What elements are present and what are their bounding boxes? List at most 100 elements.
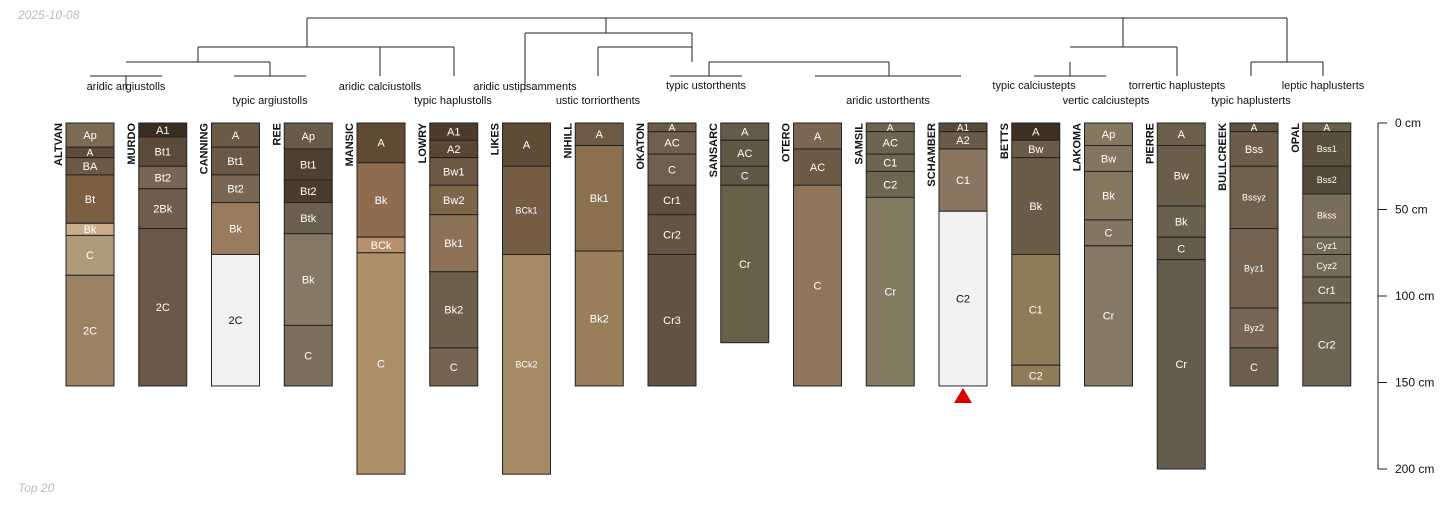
taxonomy-label: vertic calciustepts (1063, 95, 1150, 107)
horizon-label: Bss1 (1317, 144, 1337, 154)
soil-profile-mansic: A Bk BCk C MANSIC (344, 122, 406, 475)
horizon-label: A (523, 139, 531, 151)
horizon-label: Cyz1 (1316, 241, 1337, 251)
horizon-label: Bk (229, 223, 242, 235)
horizon-label: C (450, 362, 458, 374)
soil-profile-altvan: Ap A BA Bt Bk C 2C ALTVAN (53, 122, 115, 387)
horizon-label: A (1251, 123, 1258, 134)
horizon-label: C2 (956, 293, 970, 305)
axis-tick-label: 200 cm (1395, 462, 1434, 476)
horizon-rect (429, 347, 479, 387)
horizon-label: Bkss (1317, 211, 1337, 221)
horizon-rect (211, 253, 260, 387)
footer-note: Top 20 (18, 481, 55, 495)
horizon-label: Bk (1029, 201, 1042, 213)
horizon-rect (283, 324, 333, 387)
profile-name-label: BETTS (999, 123, 1011, 159)
horizon-label: Bk (302, 274, 315, 286)
horizon-rect (793, 122, 842, 150)
horizon-label: C (1105, 228, 1113, 240)
horizon-rect (138, 188, 188, 230)
horizon-label: Bt1 (227, 156, 244, 168)
profile-name-label: LIKES (490, 123, 502, 155)
soil-profile-ree: Ap Bt1 Bt2 Btk Bk C REE (271, 122, 333, 387)
horizon-rect (1011, 364, 1061, 387)
horizon-rect (356, 252, 406, 475)
horizon-label: Bk (1175, 216, 1188, 228)
horizon-label: Bw1 (443, 166, 464, 178)
soil-profile-opal: A Bss1 Bss2 Bkss Cyz1 Cyz2 Cr1 Cr2 OPAL (1290, 122, 1352, 387)
horizon-rect (65, 234, 115, 276)
taxonomy-label: typic calciustepts (992, 80, 1076, 92)
soil-profile-samsil: A AC C1 C2 Cr SAMSIL (853, 122, 915, 387)
horizon-label: Bssyz (1242, 193, 1267, 203)
horizon-rect (138, 136, 188, 167)
horizon-label: AC (883, 138, 898, 150)
horizon-label: Bw (1174, 171, 1189, 183)
horizon-label: 2C (83, 325, 97, 337)
soil-profile-bullcreek: A Bss Bssyz Byz1 Byz2 C BULLCREEK (1217, 122, 1279, 387)
soil-profile-likes: A BCk1 BCk2 LIKES (490, 122, 551, 475)
horizon-label: 2C (228, 315, 242, 327)
horizon-label: AC (737, 148, 752, 160)
horizon-rect (283, 233, 333, 326)
horizon-label: C1 (883, 158, 897, 170)
horizon-label: C1 (956, 175, 970, 187)
horizon-label: BCk2 (515, 359, 537, 369)
taxonomy-label: typic ustorthents (666, 80, 747, 92)
horizon-label: Bk (1102, 191, 1115, 203)
horizon-rect (211, 202, 260, 255)
profile-name-label: SCHAMBER (926, 123, 938, 187)
horizon-label: Cr (884, 287, 896, 299)
horizon-rect (1229, 347, 1279, 387)
horizon-label: Byz1 (1244, 263, 1264, 273)
taxonomy-labels: aridic argiustolls typic argiustolls aridi… (87, 80, 1365, 107)
horizon-label: A (887, 123, 894, 134)
profile-name-label: LOWRY (417, 122, 429, 163)
horizon-label: Cr (1175, 359, 1187, 371)
horizon-rect (720, 184, 770, 344)
profile-name-label: SAMSIL (853, 123, 865, 165)
horizon-label: Ap (83, 130, 96, 142)
horizon-rect (865, 196, 915, 387)
horizon-rect (429, 214, 479, 273)
axis-tick-label: 150 cm (1395, 376, 1434, 390)
horizon-label: A (232, 130, 240, 142)
horizon-rect (138, 228, 188, 387)
horizon-label: C (741, 171, 749, 183)
horizon-label: A (814, 131, 822, 143)
taxonomy-label: aridic ustipsamments (473, 81, 577, 93)
horizon-label: Bw2 (443, 195, 464, 207)
horizon-rect (647, 253, 697, 387)
axis-tick-label: 0 cm (1395, 116, 1421, 130)
horizon-label: A1 (156, 125, 169, 137)
horizon-rect (1156, 144, 1206, 207)
horizon-rect (1156, 205, 1206, 238)
dendrogram (90, 17, 1324, 90)
horizon-label: 2Bk (153, 203, 172, 215)
horizon-label: A1 (957, 123, 970, 134)
horizon-rect (65, 122, 115, 148)
horizon-label: A2 (447, 144, 460, 156)
profile-name-label: PIERRE (1144, 123, 1156, 164)
horizon-label: Bk1 (444, 238, 463, 250)
horizon-label: C2 (883, 179, 897, 191)
soil-profile-murdo: A1 Bt1 Bt2 2Bk 2C MURDO (126, 122, 188, 387)
taxonomy-label: leptic haplusterts (1282, 80, 1365, 92)
profile-name-label: OTERO (781, 123, 793, 163)
horizon-label: Bt1 (154, 146, 171, 158)
horizon-rect (1011, 253, 1061, 366)
horizon-rect (65, 274, 115, 387)
taxonomy-label: aridic argiustolls (87, 81, 166, 93)
axis-tick-label: 50 cm (1395, 203, 1428, 217)
horizon-label: Bk (84, 224, 97, 236)
horizon-label: Cr1 (1318, 285, 1336, 297)
horizon-label: BCk (371, 240, 392, 252)
horizon-label: BA (83, 161, 98, 173)
taxonomy-label: typic argiustolls (232, 95, 308, 107)
horizon-label: A (1178, 129, 1186, 141)
horizon-label: AC (664, 138, 679, 150)
